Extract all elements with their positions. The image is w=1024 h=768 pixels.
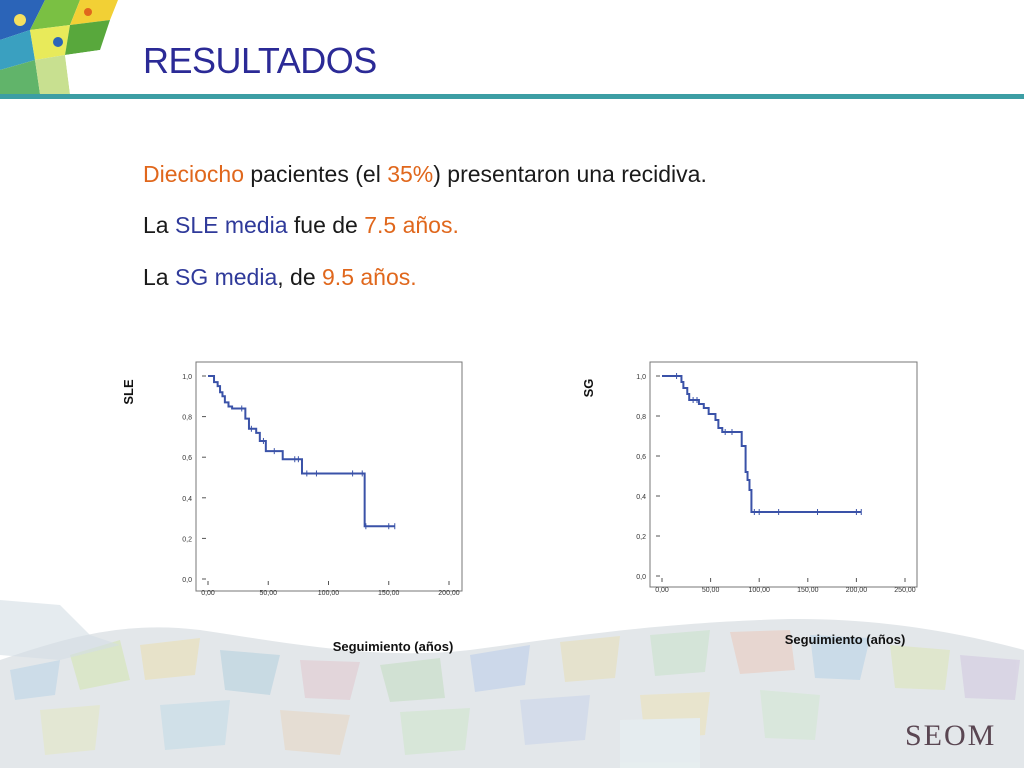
text-percent: 35% [387, 161, 434, 187]
text-pacientes: pacientes (el [244, 161, 388, 187]
text-de: , de [277, 264, 323, 290]
text-sle-value: 7.5 años. [364, 212, 459, 238]
text-recidiva: ) presentaron una recidiva. [433, 161, 707, 187]
y-axis-label-0: SLE [121, 379, 136, 405]
mosaic-footer-decoration [0, 600, 1024, 768]
y-tick-label-1-2: 0,4 [636, 494, 646, 501]
mosaic-corner-logo [0, 0, 118, 94]
text-sg-media: SG media [174, 264, 278, 290]
x-tick-label-1-1: 50,00 [702, 587, 720, 594]
x-tick-label-1-2: 100,00 [748, 587, 770, 594]
bullet-line-sg: La SG media, de 9.5 años. [143, 264, 417, 291]
bullet-line-recidiva: Dieciocho pacientes (el 35%) presentaron… [143, 161, 707, 188]
text-sg-value: 9.5 años. [322, 264, 417, 290]
x-tick-label-1-4: 200,00 [846, 587, 868, 594]
title-divider [0, 94, 1024, 99]
text-fue-de: fue de [287, 212, 365, 238]
text-sle-media: SLE media [174, 212, 288, 238]
x-axis-label-1: Seguimiento (años) [785, 632, 906, 647]
x-tick-label-0-2: 100,00 [318, 590, 340, 597]
y-axis-label-1: SG [581, 379, 596, 398]
x-tick-label-1-3: 150,00 [797, 587, 819, 594]
y-tick-label-0-3: 0,6 [182, 455, 192, 462]
x-tick-label-0-1: 50,00 [259, 590, 277, 597]
seom-logo: SEOM [905, 719, 997, 752]
y-tick-label-1-1: 0,2 [636, 534, 646, 541]
y-tick-label-0-0: 0,0 [182, 577, 192, 584]
x-tick-label-1-5: 250,00 [894, 587, 916, 594]
text-la-2: La [143, 264, 175, 290]
y-tick-label-1-0: 0,0 [636, 574, 646, 581]
slide-title: RESULTADOS [143, 40, 377, 81]
y-tick-label-1-3: 0,6 [636, 454, 646, 461]
x-axis-label-0: Seguimiento (años) [333, 639, 454, 654]
text-dieciocho: Dieciocho [143, 161, 244, 187]
y-tick-label-0-5: 1,0 [182, 374, 192, 381]
survival-curve-0 [208, 375, 395, 528]
x-tick-label-1-0: 0,00 [655, 587, 669, 594]
x-tick-label-0-3: 150,00 [378, 590, 400, 597]
y-tick-label-0-1: 0,2 [182, 536, 192, 543]
y-tick-label-1-5: 1,0 [636, 374, 646, 381]
chart-frame-0 [195, 361, 463, 592]
y-tick-label-0-2: 0,4 [182, 496, 192, 503]
text-la-1: La [143, 212, 175, 238]
survival-curve-1 [662, 375, 862, 513]
y-tick-label-0-4: 0,8 [182, 415, 192, 422]
y-tick-label-1-4: 0,8 [636, 414, 646, 421]
x-tick-label-0-4: 200,00 [438, 590, 460, 597]
x-tick-label-0-0: 0,00 [201, 590, 215, 597]
bullet-line-sle: La SLE media fue de 7.5 años. [143, 212, 459, 239]
